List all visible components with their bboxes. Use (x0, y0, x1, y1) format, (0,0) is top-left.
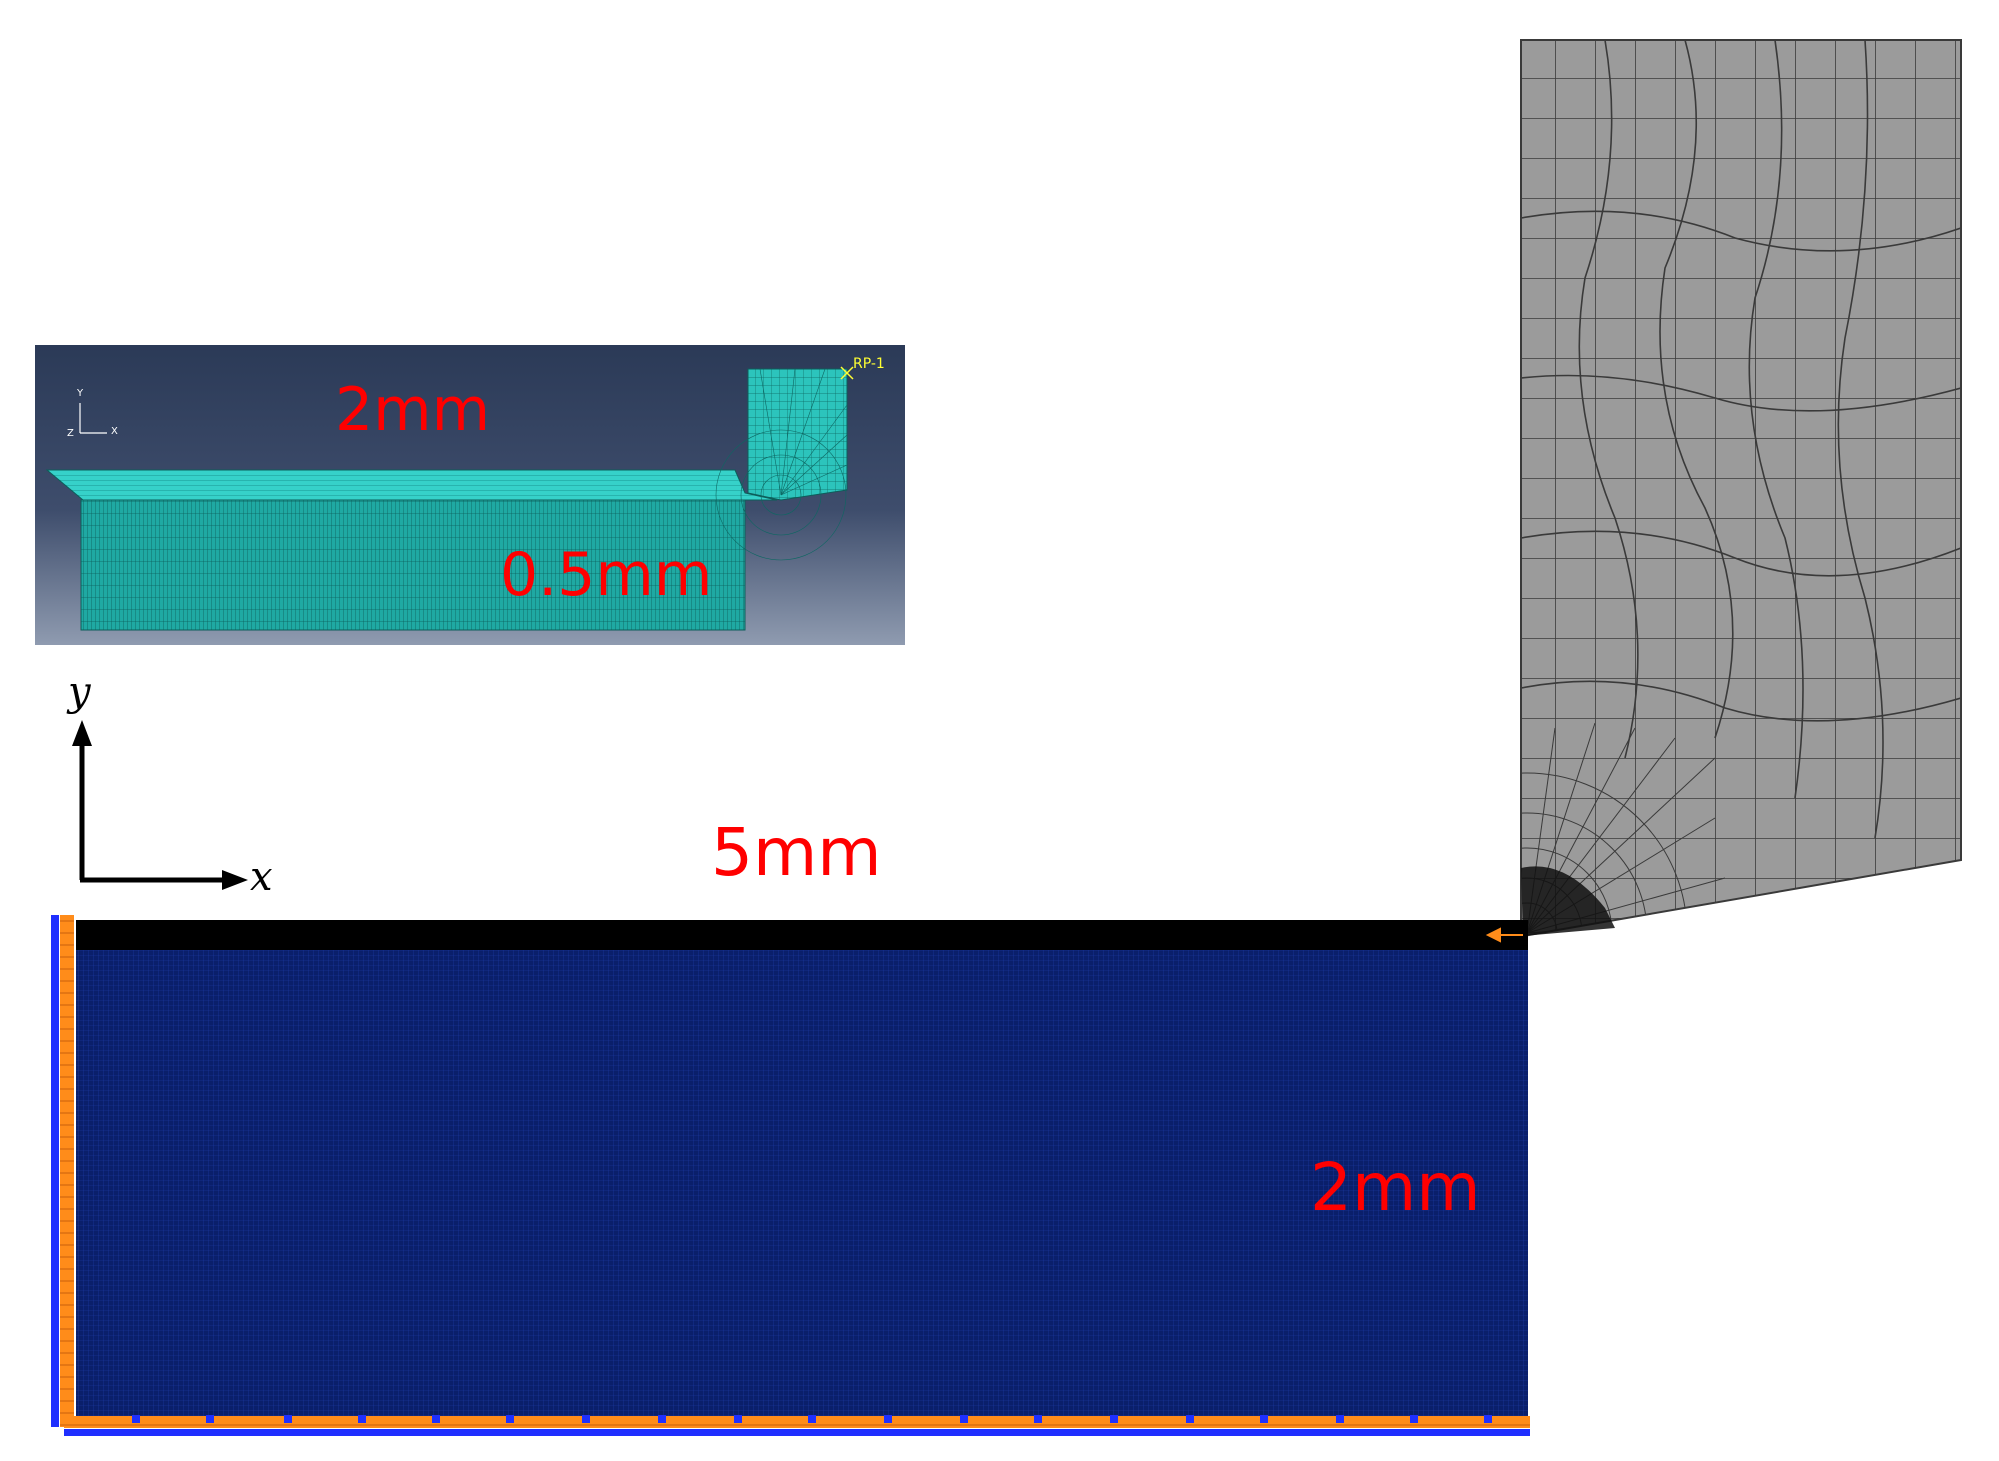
workpiece-mesh (51, 915, 1530, 1436)
inset-workpiece-top (45, 469, 778, 501)
inset-axis-triad (79, 403, 107, 434)
inset-tool-refinement (715, 368, 848, 561)
inset-axis-z-label: Z (67, 428, 74, 439)
tool-tip-refinement (1521, 866, 1615, 936)
inset-depth-label: 0.5mm (500, 540, 713, 610)
height-dimension-label: 2mm (1310, 1149, 1481, 1226)
workpiece-body (76, 945, 1528, 1425)
cutting-tool-mesh (1520, 39, 1962, 937)
bottom-boundary-blue (64, 1429, 1530, 1436)
workpiece-top-layer (76, 920, 1528, 950)
y-axis-label: y (68, 669, 91, 715)
velocity-arrow (1485, 927, 1523, 943)
coordinate-axes: y x (60, 672, 273, 900)
workpiece (48, 915, 1540, 1450)
cutting-tool (1515, 38, 1967, 950)
inset-workpiece-front (80, 499, 746, 631)
inset-axis-y-label: Y (77, 388, 84, 399)
inset-axis-x-label: X (111, 426, 118, 437)
length-dimension-label: 5mm (711, 814, 882, 891)
inset-reference-point-label: RP-1 (853, 356, 885, 372)
x-axis-label: x (250, 854, 273, 900)
model-inset: Y X Z RP-1 2mm 0.5mm (35, 345, 905, 645)
left-boundary-orange (60, 915, 74, 1427)
left-boundary-blue (51, 915, 59, 1427)
coordinate-axes-graphic (72, 720, 248, 890)
bottom-boundary-orange (64, 1416, 1530, 1428)
inset-width-label: 2mm (335, 375, 491, 445)
bottom-boundary-markers (132, 1415, 1492, 1423)
inset-rp-marker (840, 366, 854, 380)
model-inset-graphic (35, 345, 905, 645)
